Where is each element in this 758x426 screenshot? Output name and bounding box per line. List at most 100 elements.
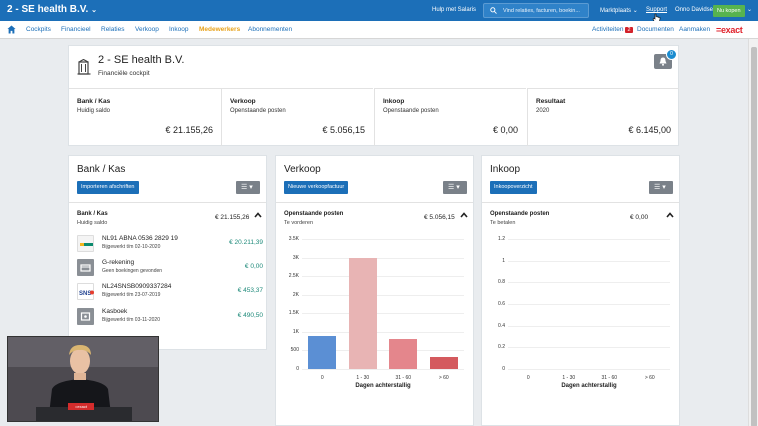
nav-relaties[interactable]: Relaties xyxy=(101,26,125,33)
nav-medewerkers[interactable]: Medewerkers xyxy=(199,26,241,33)
bank-account-row[interactable]: Kasboek Bijgewerkt t/m 03-11-2020 € 490,… xyxy=(77,306,263,328)
verkoop-card: Verkoop Nieuwe verkoopfactuur ☰ ▾ Openst… xyxy=(275,155,474,426)
section-value: € 21.155,26 xyxy=(215,214,250,221)
kpi-inkoop[interactable]: Inkoop Openstaande posten € 0,00 xyxy=(374,88,526,146)
documents-link[interactable]: Documenten xyxy=(637,26,674,33)
abn-amro-logo-icon xyxy=(77,235,94,252)
gridline xyxy=(302,350,464,352)
account-balance: € 20.211,39 xyxy=(229,239,263,246)
x-tick-label: 1 - 30 xyxy=(356,375,370,381)
activities-link[interactable]: Activiteiten 2 xyxy=(592,26,633,33)
account-updated: Bijgewerkt t/m 03-11-2020 xyxy=(102,317,160,323)
card-menu-button[interactable]: ☰ ▾ xyxy=(649,181,673,194)
y-tick-label: 0.2 xyxy=(498,344,505,351)
nav-financieel[interactable]: Financieel xyxy=(61,26,91,33)
bar--60[interactable] xyxy=(429,356,458,369)
kpi-sub: Huidig saldo xyxy=(77,108,111,114)
create-link[interactable]: Aanmaken xyxy=(679,26,711,33)
kpi-verkoop[interactable]: Verkoop Openstaande posten € 5.056,15 xyxy=(221,88,373,146)
nav-abonnementen[interactable]: Abonnementen xyxy=(248,26,293,33)
home-icon[interactable] xyxy=(7,25,16,34)
bar-0[interactable] xyxy=(308,335,337,369)
account-updated: Bijgewerkt t/m 02-10-2020 xyxy=(102,244,161,250)
scrollbar-thumb[interactable] xyxy=(751,47,757,426)
activities-label: Activiteiten xyxy=(592,26,624,33)
bar-1-30[interactable] xyxy=(348,257,377,369)
user-menu[interactable]: Onno Davidse xyxy=(675,7,714,13)
search-input[interactable]: Vind relaties, facturen, boekin... xyxy=(483,3,589,18)
card-menu-button[interactable]: ☰ ▾ xyxy=(443,181,467,194)
gridline xyxy=(508,347,670,349)
buy-now-button[interactable]: Nu kopen xyxy=(713,5,745,17)
page-title: 2 - SE health B.V. xyxy=(98,54,185,66)
import-statements-button[interactable]: Importeren afschriften xyxy=(77,181,139,194)
x-axis-label: Dagen achterstallig xyxy=(355,383,411,389)
bank-account-row[interactable]: G-rekening Geen boekingen gevonden € 0,0… xyxy=(77,257,263,279)
kpi-bank-kas[interactable]: Bank / Kas Huidig saldo € 21.155,26 xyxy=(69,88,221,146)
x-tick-label: > 60 xyxy=(644,375,655,381)
kpi-resultaat[interactable]: Resultaat 2020 € 6.145,00 xyxy=(527,88,679,146)
gridline xyxy=(508,260,670,262)
gridline xyxy=(302,369,464,370)
x-tick-label: 1 - 30 xyxy=(562,375,576,381)
marketplace-label: Marktplaats xyxy=(600,8,632,14)
presenter-figure-image xyxy=(8,337,158,421)
kpi-label: Bank / Kas xyxy=(77,98,111,105)
chevron-down-icon[interactable]: ⌄ xyxy=(747,7,753,13)
bank-account-row[interactable]: NL91 ABNA 0536 2829 19 Bijgewerkt t/m 02… xyxy=(77,233,263,255)
card-title: Inkoop xyxy=(490,164,521,175)
gridline xyxy=(508,239,670,240)
page-subtitle: Financiële cockpit xyxy=(98,70,150,77)
marketplace-menu[interactable]: Marktplaats ⌄ xyxy=(600,7,638,14)
nav-verkoop[interactable]: Verkoop xyxy=(135,26,159,33)
section-value: € 5.056,15 xyxy=(424,214,455,221)
list-menu-icon: ☰ ▾ xyxy=(654,184,666,191)
building-icon xyxy=(77,59,91,75)
sns-bank-logo-icon: SNS xyxy=(77,283,94,300)
divider xyxy=(69,202,266,203)
x-tick-label: 31 - 60 xyxy=(601,375,618,381)
activities-count-badge: 2 xyxy=(625,27,633,33)
kpi-value: € 21.155,26 xyxy=(165,125,213,135)
gridline xyxy=(302,257,464,259)
hand-cursor-icon xyxy=(652,13,661,24)
wallet-icon xyxy=(77,259,94,276)
x-tick-label: 31 - 60 xyxy=(395,375,412,381)
card-menu-button[interactable]: ☰ ▾ xyxy=(236,181,260,194)
y-tick-label: 1.2 xyxy=(498,236,505,242)
card-title: Bank / Kas xyxy=(77,164,126,175)
bank-kas-card: Bank / Kas Importeren afschriften ☰ ▾ Ba… xyxy=(68,155,267,350)
chevron-up-icon[interactable] xyxy=(460,212,468,218)
purchase-overview-button[interactable]: Inkoopoverzicht xyxy=(490,181,537,194)
y-tick-label: 0.6 xyxy=(498,301,505,307)
x-tick-label: 0 xyxy=(526,375,530,381)
bar-31-60[interactable] xyxy=(389,338,418,369)
new-sales-invoice-button[interactable]: Nieuwe verkoopfactuur xyxy=(284,181,349,194)
gridline xyxy=(302,313,464,315)
search-placeholder: Vind relaties, facturen, boekin... xyxy=(503,8,580,14)
company-name: 2 - SE health B.V. xyxy=(7,4,89,15)
card-title: Verkoop xyxy=(284,164,321,175)
nav-cockpits[interactable]: Cockpits xyxy=(26,26,51,33)
y-tick-label: 1 xyxy=(502,257,505,264)
chevron-up-icon[interactable] xyxy=(666,212,674,218)
y-tick-label: 500 xyxy=(290,347,299,354)
account-balance: € 0,00 xyxy=(244,263,263,270)
nav-inkoop[interactable]: Inkoop xyxy=(169,26,189,33)
page-scrollbar[interactable] xyxy=(748,39,758,426)
chevron-up-icon[interactable] xyxy=(254,212,262,218)
account-balance: € 453,37 xyxy=(237,287,263,294)
bank-account-row[interactable]: SNS NL24SNSB0909337284 Bijgewerkt t/m 23… xyxy=(77,281,263,303)
account-balance: € 490,50 xyxy=(237,312,263,319)
account-name: Kasboek xyxy=(102,308,128,315)
help-salary-link[interactable]: Hulp met Salaris xyxy=(432,7,477,13)
section-title: Bank / Kas xyxy=(77,211,108,217)
support-link[interactable]: Support xyxy=(646,7,668,13)
section-title: Openstaande posten xyxy=(490,211,550,217)
kpi-label: Inkoop xyxy=(383,98,405,105)
inkoop-card: Inkoop Inkoopoverzicht ☰ ▾ Openstaande p… xyxy=(481,155,680,426)
bell-icon xyxy=(659,57,667,66)
company-switcher[interactable]: 2 - SE health B.V. ⌄ xyxy=(7,4,97,15)
y-tick-label: 0 xyxy=(296,366,299,372)
account-name: NL24SNSB0909337284 xyxy=(102,283,172,290)
